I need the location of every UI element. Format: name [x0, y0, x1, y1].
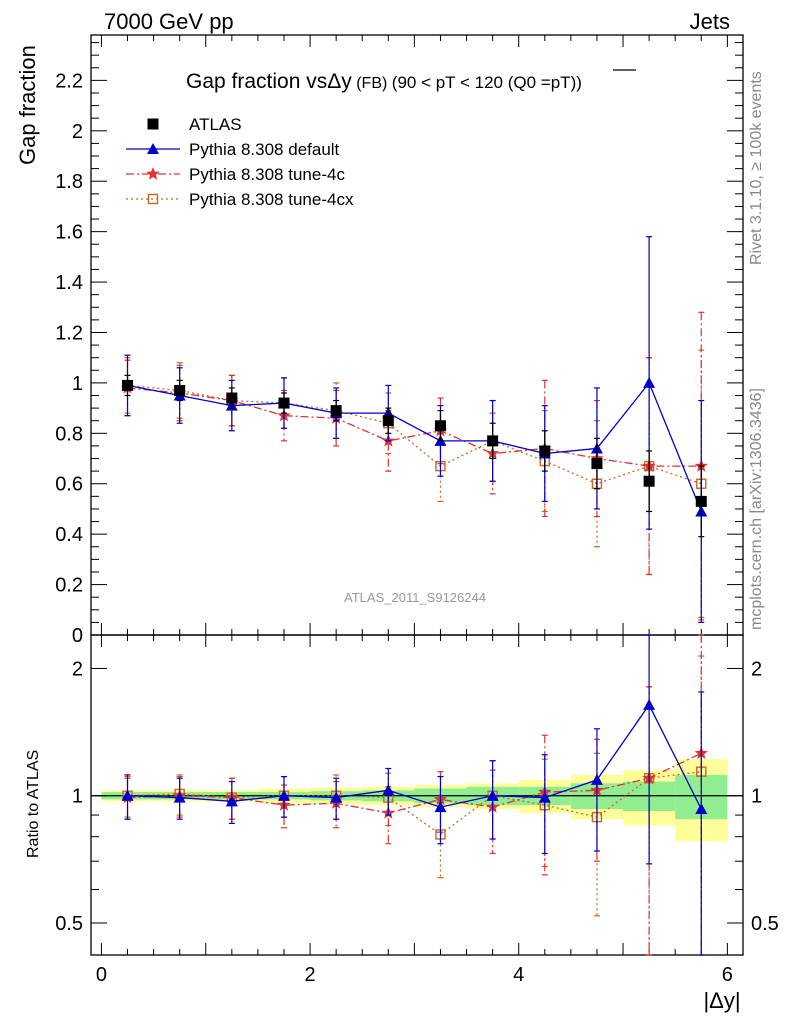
top-data-point — [539, 445, 551, 457]
bottom-data-point — [695, 803, 708, 815]
top-y-tick-label: 1.6 — [55, 222, 83, 244]
mcplots-label: mcplots.cern.ch [arXiv:1306.3436] — [748, 388, 765, 630]
bottom-y-tick-label: 1 — [72, 786, 83, 808]
bottom-data-point — [538, 791, 551, 803]
bottom-y-tick-label: 2 — [72, 658, 83, 680]
bottom-series-pythia-8-308-default — [121, 634, 708, 956]
plot-title-tag: (FB) — [356, 75, 387, 92]
plot-title-overline: pT — [551, 73, 571, 92]
x-tick-label: 4 — [513, 964, 524, 986]
bottom-y-tick-label-right: 1 — [751, 786, 762, 808]
top-data-point — [591, 458, 603, 470]
top-data-point — [226, 392, 238, 404]
bottom-series-line — [127, 752, 702, 814]
top-y-tick-label: 1 — [72, 373, 83, 395]
top-series-line — [127, 384, 702, 485]
top-panel-series — [120, 236, 708, 623]
legend-marker — [146, 167, 160, 180]
top-y-tick-label: 1.2 — [55, 322, 83, 344]
top-data-point — [695, 495, 707, 507]
rivet-label: Rivet 3.1.10, ≥ 100k events — [748, 71, 765, 265]
bottom-series-line — [127, 771, 702, 836]
top-series-pythia-8-308-default — [121, 236, 708, 623]
legend-entry: ATLAS — [189, 115, 242, 134]
bottom-series-line — [127, 703, 702, 810]
bottom-data-point — [590, 773, 603, 785]
top-data-point — [434, 420, 446, 432]
top-data-point — [174, 384, 186, 396]
bottom-data-point — [330, 791, 343, 803]
legend-entry: Pythia 8.308 tune-4c — [189, 165, 345, 184]
bottom-y-tick-label-right: 2 — [751, 658, 762, 680]
legend-entry: Pythia 8.308 default — [189, 140, 340, 159]
plot-title-range: (90 < pT < 120 (Q0 = — [392, 73, 551, 92]
top-y-tick-label: 1.8 — [55, 171, 83, 193]
legend-marker — [147, 143, 159, 154]
xlabel: |Δy| — [703, 988, 740, 1013]
top-y-tick-label: 0 — [72, 625, 83, 647]
x-tick-label: 2 — [305, 964, 316, 986]
top-series-pythia-8-308-tune-4c — [120, 311, 708, 621]
plot-title-symbol: Δy — [327, 70, 352, 93]
energy-label: 7000 GeV pp — [104, 9, 234, 34]
bottom-data-point — [121, 789, 134, 801]
top-data-point — [487, 435, 499, 447]
bottom-y-tick-label-right: 0.5 — [751, 913, 779, 935]
bottom-panel-series — [120, 634, 708, 956]
top-panel-frame: 0 0.2 0.4 0.6 0.8 1 1.2 1.4 1.6 1.8 2 2.2 — [55, 34, 744, 647]
top-y-tick-label: 0.6 — [55, 474, 83, 496]
top-y-tick-label: 0.8 — [55, 423, 83, 445]
bottom-data-point — [173, 791, 186, 803]
top-y-tick-label: 0.2 — [55, 575, 83, 597]
x-tick-label: 0 — [96, 964, 107, 986]
plot-title: Gap fraction vsΔy (FB) (90 < pT < 120 (Q… — [186, 70, 582, 93]
bottom-panel-border — [90, 634, 744, 956]
bottom-data-point — [382, 784, 395, 796]
top-data-point — [330, 405, 342, 417]
top-data-point — [643, 376, 656, 388]
analysis-watermark: ATLAS_2011_S9126244 — [344, 590, 486, 605]
bottom-data-point — [434, 801, 447, 813]
plot-title-close: )) — [571, 73, 582, 92]
process-label: Jets — [690, 9, 730, 34]
bottom-y-tick-label: 0.5 — [55, 913, 83, 935]
x-tick-label: 6 — [722, 964, 733, 986]
top-y-tick-label: 2.2 — [55, 70, 83, 92]
bottom-ylabel: Ratio to ATLAS — [25, 750, 42, 858]
ratio-bands — [91, 759, 743, 842]
top-data-point — [278, 397, 290, 409]
plot-title-main: Gap fraction vs — [186, 70, 327, 93]
legend: ATLAS Pythia 8.308 default Pythia 8.308 tu… — [126, 115, 354, 209]
top-data-point — [382, 415, 394, 427]
top-series-pythia-8-308-tune-4cx — [122, 349, 707, 618]
legend-marker — [147, 118, 159, 130]
top-ylabel: Gap fraction — [15, 45, 40, 165]
bottom-data-point — [643, 698, 656, 710]
top-y-tick-label: 1.4 — [55, 272, 83, 294]
top-data-point — [643, 475, 655, 487]
bottom-data-point — [486, 789, 499, 801]
legend-entry: Pythia 8.308 tune-4cx — [189, 190, 354, 209]
top-series-line — [127, 387, 702, 467]
top-y-tick-label: 2 — [72, 121, 83, 143]
bottom-data-point — [277, 789, 290, 801]
bottom-data-point — [225, 795, 238, 807]
top-data-point — [122, 379, 134, 391]
top-series-atlas — [122, 374, 707, 538]
top-y-tick-label: 0.4 — [55, 524, 83, 546]
top-series-line — [127, 381, 702, 512]
legend-marker — [147, 193, 159, 205]
